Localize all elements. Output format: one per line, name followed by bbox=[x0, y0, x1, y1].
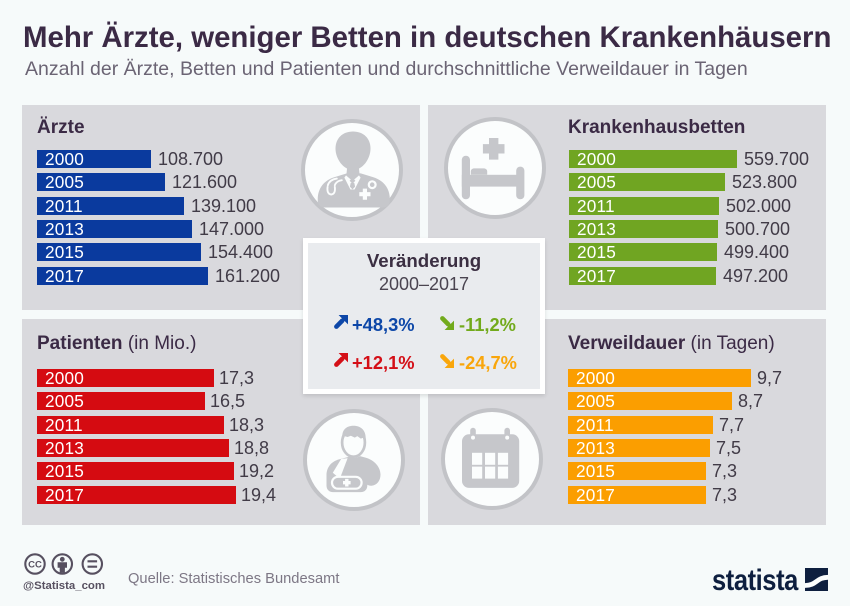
svg-text:CC: CC bbox=[28, 560, 42, 571]
